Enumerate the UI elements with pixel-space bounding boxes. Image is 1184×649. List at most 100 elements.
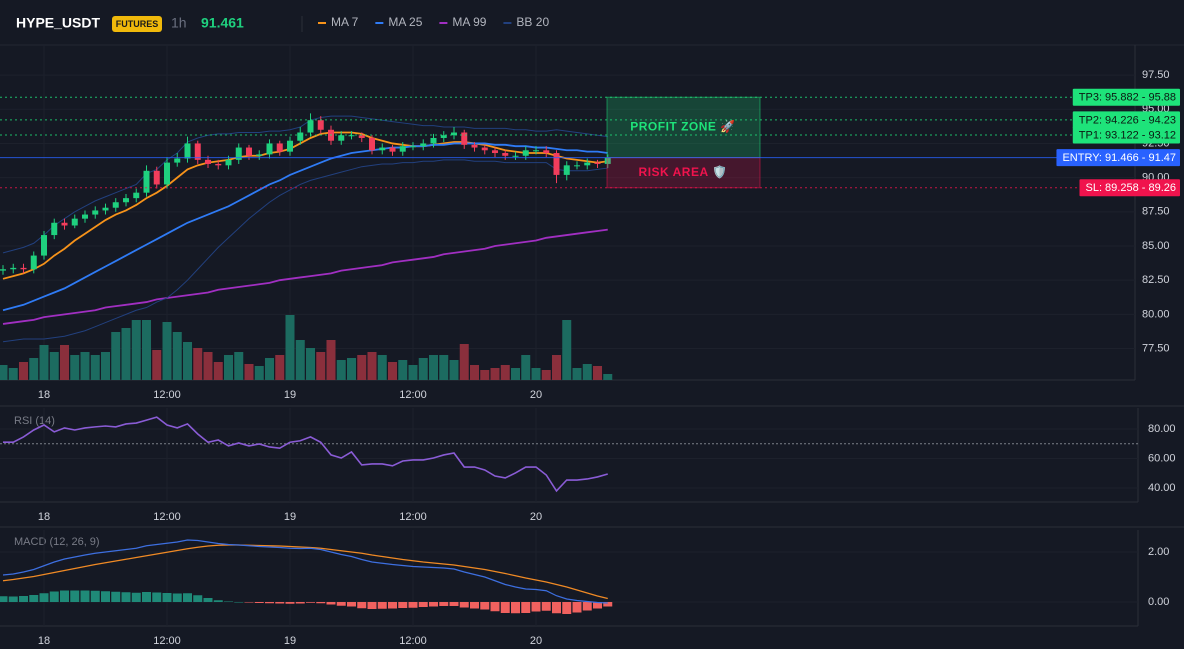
bb-upper [2,115,608,254]
macd-histogram-bar [254,602,264,603]
volume-bar [295,340,305,380]
volume-bar [377,355,387,380]
macd-line [2,539,608,604]
candle-body [51,222,58,236]
volume-bar [418,358,428,380]
zone-label: PROFIT ZONE 🚀 [630,120,735,134]
volume-bar [326,340,336,380]
symbol: HYPE_USDT [16,15,100,31]
volume-bar [603,374,613,380]
y-tick-label: 80.00 [1142,308,1170,320]
x-tick-label: 19 [284,635,296,647]
x-tick-label: 12:00 [153,389,181,401]
level-label: SL: 89.258 - 89.26 [1085,182,1176,194]
volume-bar [172,332,182,380]
x-tick-label: 18 [38,511,50,523]
volume-bar [459,344,469,380]
macd-histogram-bar [101,591,110,602]
candle-body [215,163,222,166]
volume-bar [213,362,223,380]
volume-bar [439,355,449,380]
volume-bar [490,368,500,380]
x-tick-label: 12:00 [399,389,427,401]
candle-body [307,120,314,133]
last-price: 91.461 [201,15,244,31]
candle-body [82,214,88,219]
candle-body [235,147,242,160]
candle-body [10,267,17,270]
macd-histogram-bar [111,591,121,602]
macd-histogram-bar [459,602,469,608]
macd-histogram-bar [183,593,192,602]
volume-bar [101,352,110,380]
volume-bar [162,322,172,380]
candle-body [481,147,488,151]
macd-histogram-bar [377,602,387,609]
macd-histogram-bar [439,602,449,606]
macd-histogram-bar [131,592,141,602]
x-tick-label: 19 [284,511,296,523]
volume-bar [521,355,531,380]
volume-bar [224,355,233,380]
volume-bar [398,360,408,380]
candle-body [71,218,78,226]
level-label-bg [1079,179,1180,197]
volume-bar [80,352,90,380]
candle-body [266,143,273,155]
volume-bar [511,368,520,380]
zone [606,96,761,159]
volume-bar [429,355,438,380]
candle-body [492,150,498,154]
macd-histogram-bar [295,602,305,604]
candle-body [20,267,27,270]
macd-histogram-bar [408,602,418,608]
candle-body [246,147,252,156]
candle-body [348,135,355,137]
candle-body [420,143,427,147]
macd-histogram-bar [142,592,151,602]
ma-line [2,131,608,280]
candle-body [604,157,611,164]
x-tick-label: 12:00 [399,635,427,647]
x-tick-label: 18 [38,389,50,401]
rsi-line [3,416,608,493]
macd-histogram-bar [265,602,274,604]
x-tick-label: 12:00 [399,511,427,523]
volume-bar [541,370,551,380]
candle-body [174,158,181,163]
macd-histogram-bar [398,602,408,608]
candle-body [553,153,560,175]
macd-histogram-bar [500,602,510,613]
candle-body [287,140,293,152]
macd-histogram-bar [8,596,18,602]
macd-histogram-bar [121,592,131,602]
level-label: ENTRY: 91.466 - 91.47 [1062,152,1176,164]
volume-bar [367,352,377,380]
macd-histogram-bar [429,602,438,607]
candle-body [522,150,529,156]
badge: FUTURES [116,19,159,29]
candle-body [225,159,232,166]
macd-histogram-bar [60,590,69,602]
x-tick-label: 19 [284,389,296,401]
candle-body [276,143,283,152]
volume-bar [388,362,397,380]
candle-body [358,135,365,138]
volume-bar [562,320,572,380]
volume-bar [285,315,295,380]
level-label: TP2: 94.226 - 94.23 [1079,114,1176,126]
interval: 1h [171,15,187,31]
candle-body [153,170,160,185]
y-tick-label: 0.00 [1148,596,1169,608]
macd-histogram-bar [39,593,49,602]
volume-bar [152,350,162,380]
candle-body [30,255,37,270]
volume-bar [131,320,141,380]
volume-bar [316,352,326,380]
legend-label: MA 25 [388,15,422,29]
macd-histogram-bar [511,602,520,614]
volume-bar [449,360,459,380]
volume-bar [357,355,367,380]
zone-label: RISK AREA 🛡️ [639,165,728,179]
